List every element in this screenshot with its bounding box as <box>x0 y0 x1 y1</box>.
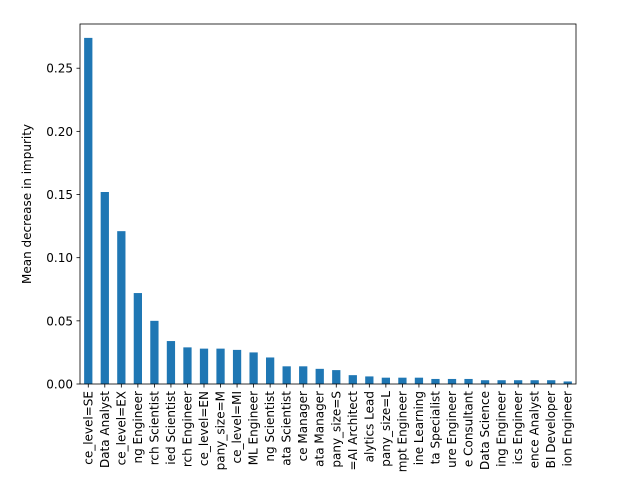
x-tick-label-2: ce_level=EX <box>114 391 128 465</box>
x-tick-label-4: rch Scientist <box>147 391 161 466</box>
x-tick-label-13: ce Manager <box>296 391 310 461</box>
x-tick-label-3: ng Engineer <box>131 391 145 464</box>
x-tick-label-1: Data Analyst <box>98 391 112 468</box>
bar-12 <box>282 366 291 384</box>
y-tick-label-1: 0.05 <box>46 314 73 328</box>
x-tick-label-16: =AI Architect <box>346 391 360 471</box>
x-axis: ce_level=SE Data Analyst ce_level=EX ng Eng… <box>81 384 575 472</box>
bar-19 <box>398 377 407 384</box>
y-tick-label-5: 0.25 <box>46 62 73 76</box>
bar-1 <box>100 192 109 384</box>
x-tick-label-25: ing Engineer <box>495 391 509 467</box>
x-tick-label-7: ce_level=EN <box>197 391 211 466</box>
bar-6 <box>183 347 192 384</box>
x-tick-label-0: ce_level=SE <box>81 391 95 465</box>
bar-28 <box>547 380 556 384</box>
bar-23 <box>464 378 473 384</box>
x-tick-label-22: ure Engineer <box>445 391 459 468</box>
plot-frame <box>79 23 577 385</box>
x-tick-label-24: Data Science <box>478 391 492 470</box>
bar-25 <box>497 380 506 384</box>
bar-9 <box>232 349 242 384</box>
y-tick-label-0: 0.00 <box>46 378 73 392</box>
bar-10 <box>249 352 258 384</box>
bar-4 <box>150 320 159 384</box>
bar-15 <box>332 370 341 384</box>
x-tick-label-14: ata Manager <box>313 391 327 467</box>
x-tick-label-17: alytics Lead <box>362 391 376 462</box>
x-tick-label-19: mpt Engineer <box>395 391 409 472</box>
y-axis-label: Mean decrease in impurity <box>20 124 34 284</box>
bar-20 <box>414 377 424 384</box>
x-tick-label-8: pany_size=M <box>214 391 228 470</box>
y-axis: 0.00 0.05 0.10 0.15 0.20 0.25 <box>46 62 80 392</box>
x-tick-label-29: ion Engineer <box>561 391 575 467</box>
x-tick-label-28: BI Developer <box>544 391 558 468</box>
x-tick-label-5: ied Scientist <box>164 391 178 465</box>
x-tick-label-18: pany_size=L <box>379 391 393 467</box>
bar-8 <box>216 348 225 384</box>
bar-5 <box>166 341 176 384</box>
bar-2 <box>117 231 126 384</box>
bar-11 <box>266 357 275 384</box>
x-tick-label-11: ng Scientist <box>263 391 277 462</box>
x-tick-label-20: ine Learning <box>412 391 426 465</box>
x-tick-label-26: ics Engineer <box>511 391 525 465</box>
bar-24 <box>480 380 490 384</box>
y-tick-label-2: 0.10 <box>46 251 73 265</box>
x-tick-label-23: e Consultant <box>462 391 476 467</box>
bar-27 <box>530 380 539 384</box>
y-tick-label-4: 0.20 <box>46 125 73 139</box>
y-tick-label-3: 0.15 <box>46 188 73 202</box>
bar-13 <box>299 366 308 384</box>
x-tick-label-10: ML Engineer <box>247 391 261 465</box>
bar-16 <box>348 375 357 384</box>
bar-3 <box>133 293 142 384</box>
bar-29 <box>563 381 572 384</box>
bar-14 <box>315 368 324 384</box>
x-tick-label-21: ta Specialist <box>428 391 442 465</box>
bar-17 <box>365 376 374 384</box>
bar-21 <box>431 378 440 384</box>
bar-26 <box>514 380 523 384</box>
bar-7 <box>199 348 209 384</box>
x-tick-label-12: ata Scientist <box>280 391 294 466</box>
bar-22 <box>447 378 457 384</box>
x-tick-label-27: ence Analyst <box>528 391 542 469</box>
x-tick-label-15: pany_size=S <box>329 391 343 468</box>
x-tick-label-6: rch Engineer <box>180 391 194 467</box>
bar-18 <box>381 377 390 384</box>
x-tick-label-9: ce_level=MI <box>230 391 244 463</box>
bars-group <box>84 37 572 384</box>
bar-0 <box>84 37 93 384</box>
